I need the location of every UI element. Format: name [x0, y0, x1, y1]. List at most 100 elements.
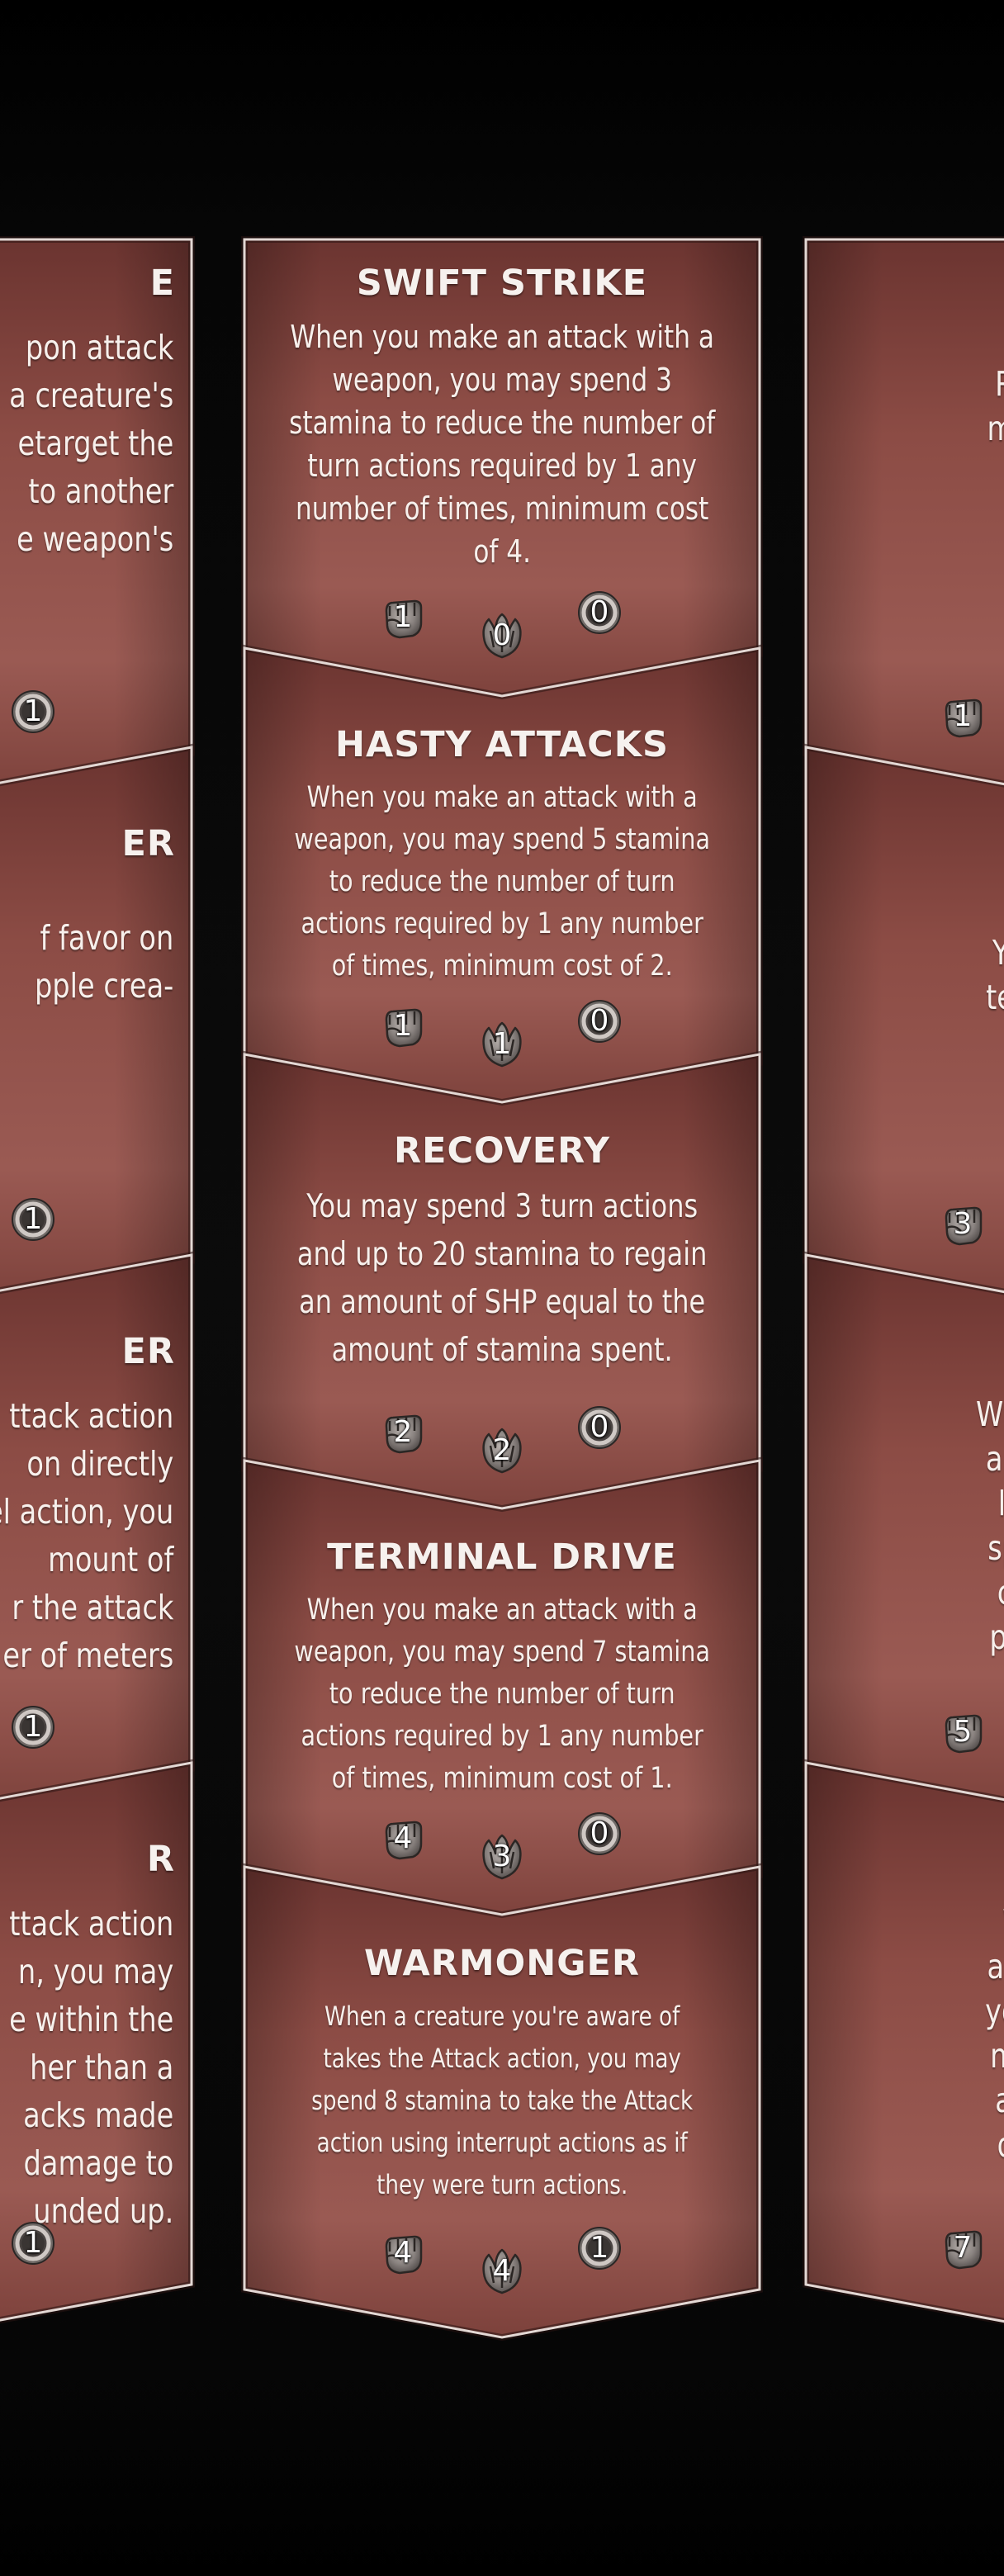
talent-description: You gain a tests made [807, 930, 1004, 1020]
interrupt-action-icon: 1 [573, 2222, 626, 2275]
talent-title: HASTY ATTACKS [334, 724, 670, 765]
turn-action-value: 7 [953, 2231, 973, 2265]
interrupt-action-value: 1 [590, 2231, 609, 2265]
talent-card: SWIFT STRIKE When you make an attack with… [238, 236, 766, 706]
description-line: an amount of SHP equal to the [298, 1284, 706, 1321]
description-line: make have [807, 406, 1004, 451]
interrupt-action-value: 1 [23, 1202, 43, 1236]
turn-action-value: 4 [393, 1821, 413, 1855]
action-cost-icons: 2 2 0 [238, 1393, 766, 1474]
interrupt-action-icon: 1 [7, 1193, 59, 1246]
description-line: action using interrupt actions as if [316, 2127, 688, 2158]
interrupt-action-icon: 0 [573, 995, 626, 1048]
card-content: QUIC When you m a ranged w loaded or spend 1… [807, 1331, 1004, 1660]
stamina-value: 1 [492, 1027, 512, 1061]
talent-description: ttack action n, you may e within the her th… [0, 1900, 190, 2235]
right-talent-column: S Ranged wmake haveof c 1 TITA You gain a tes… [799, 0, 1004, 2576]
description-line: unded up. [33, 2191, 174, 2231]
interrupt-action-icon: 0 [573, 1401, 626, 1454]
description-line: stamina to reduce the number of [288, 405, 716, 441]
turn-action-value: 3 [953, 1207, 973, 1241]
talent-card: TERMINAL DRIVE When you make an attack wi… [238, 1456, 766, 1927]
description-line: weapon, you may spend 7 stamina [294, 1636, 710, 1669]
turn-action-icon: 7 [936, 2222, 989, 2275]
action-cost-icons: 4 3 0 [238, 1799, 766, 1880]
talent-description: pon attack a creature's etarget the to anot… [0, 324, 190, 563]
description-line: damage to [23, 2143, 174, 2183]
card-content: TERMINAL DRIVE When you make an attack wi… [246, 1537, 758, 1800]
description-line: pon attack [25, 328, 174, 367]
description-line: When you make an attack with a [290, 319, 714, 355]
description-line: When you m [975, 1395, 1004, 1434]
talent-description: When you m a ranged w loaded or spend 10 s c… [807, 1392, 1004, 1660]
turn-action-icon: 1 [376, 1000, 429, 1053]
description-line: el action, you [0, 1492, 174, 1532]
description-line: When yo [807, 1900, 1004, 1944]
talent-title: TERMINAL DRIVE [327, 1537, 677, 1578]
turn-action-value: 4 [393, 2236, 413, 2270]
description-line: number of times, minimum cost [295, 490, 709, 527]
description-line: You gain a [807, 930, 1004, 975]
description-line: ttack action [9, 1904, 174, 1944]
action-cost-icons: 4 4 1 [238, 2214, 766, 2294]
turn-action-icon: 5 [936, 1706, 989, 1759]
action-cost-icons: 7 [799, 2209, 1004, 2283]
talent-card: RECOVERY You may spend 3 turn actions and … [238, 1050, 766, 1521]
interrupt-action-icon: 1 [7, 2217, 59, 2270]
interrupt-action-value: 1 [23, 2226, 43, 2260]
interrupt-action-value: 0 [590, 595, 609, 629]
talent-card: S Ranged wmake haveof c 1 [799, 236, 1004, 801]
description-line: to reduce the number of turn [329, 865, 675, 898]
interrupt-action-icon: 0 [573, 586, 626, 639]
talent-card: TITA You gain a tests made 3 [799, 743, 1004, 1309]
card-background [0, 236, 195, 793]
description-line: e within the [9, 2000, 174, 2039]
stamina-value: 2 [492, 1433, 512, 1467]
talent-description: When a creature you're aware of takes the… [246, 1996, 758, 2206]
description-line: er of meters [2, 1636, 174, 1675]
description-line: you may ta [984, 1991, 1004, 2031]
stamina-icon: 4 [476, 2245, 528, 2298]
talent-description: ttack action on directly el action, you mou… [0, 1392, 190, 1679]
description-line: action with [987, 1947, 1004, 1986]
turn-action-value: 5 [953, 1715, 973, 1749]
talent-title: RECOVERY [394, 1130, 610, 1172]
description-line: her than a [30, 2048, 174, 2087]
card-content: TITA You gain a tests made [807, 823, 1004, 1020]
description-line: takes the Attack action, you may [323, 2043, 681, 2074]
talent-title: WARMONGER [364, 1943, 640, 1984]
stamina-icon: 1 [476, 1018, 528, 1071]
description-line: many crea [807, 2034, 1004, 2078]
action-cost-icons: 3 [799, 1185, 1004, 1259]
description-line: weapon, you may spend 5 stamina [294, 823, 710, 856]
description-line: spend 10 s [987, 1528, 1004, 1568]
card-background [803, 1759, 1004, 2325]
description-line: ttack action [9, 1396, 174, 1436]
talent-card: HASTY ATTACKS When you make an attack wit… [238, 644, 766, 1115]
description-line: of times, minimum cost of 1. [331, 1762, 673, 1795]
description-line: pple crea- [34, 966, 174, 1006]
description-line: a ranged w [985, 1439, 1004, 1479]
card-background [803, 743, 1004, 1301]
talent-title: SWIFT STRIKE [356, 263, 648, 304]
description-line: mount of [48, 1540, 174, 1579]
talent-title: TITA [807, 823, 1004, 864]
description-line: to reduce the number of turn [329, 1678, 675, 1711]
card-content: WARMONGER When a creature you're aware of… [246, 1943, 758, 2206]
card-background [0, 1759, 195, 2324]
action-cost-icons: 1 [799, 677, 1004, 751]
card-background [803, 1251, 1004, 1809]
action-cost-icons: 1 [0, 2209, 198, 2283]
interrupt-action-icon: 0 [573, 1807, 626, 1860]
interrupt-action-icon: 1 [7, 1701, 59, 1754]
description-line: r the attack [12, 1588, 174, 1627]
turn-action-icon: 1 [376, 591, 429, 644]
talent-card: ER ttack action on directly el action, you m… [0, 1251, 198, 1816]
talent-description: When yo action with you may ta many creaand… [807, 1900, 1004, 2212]
description-line: n, you may [17, 1952, 174, 1991]
description-line: actions required by 1 any number [301, 1720, 703, 1753]
description-line: When a creature you're aware of [324, 2001, 680, 2032]
